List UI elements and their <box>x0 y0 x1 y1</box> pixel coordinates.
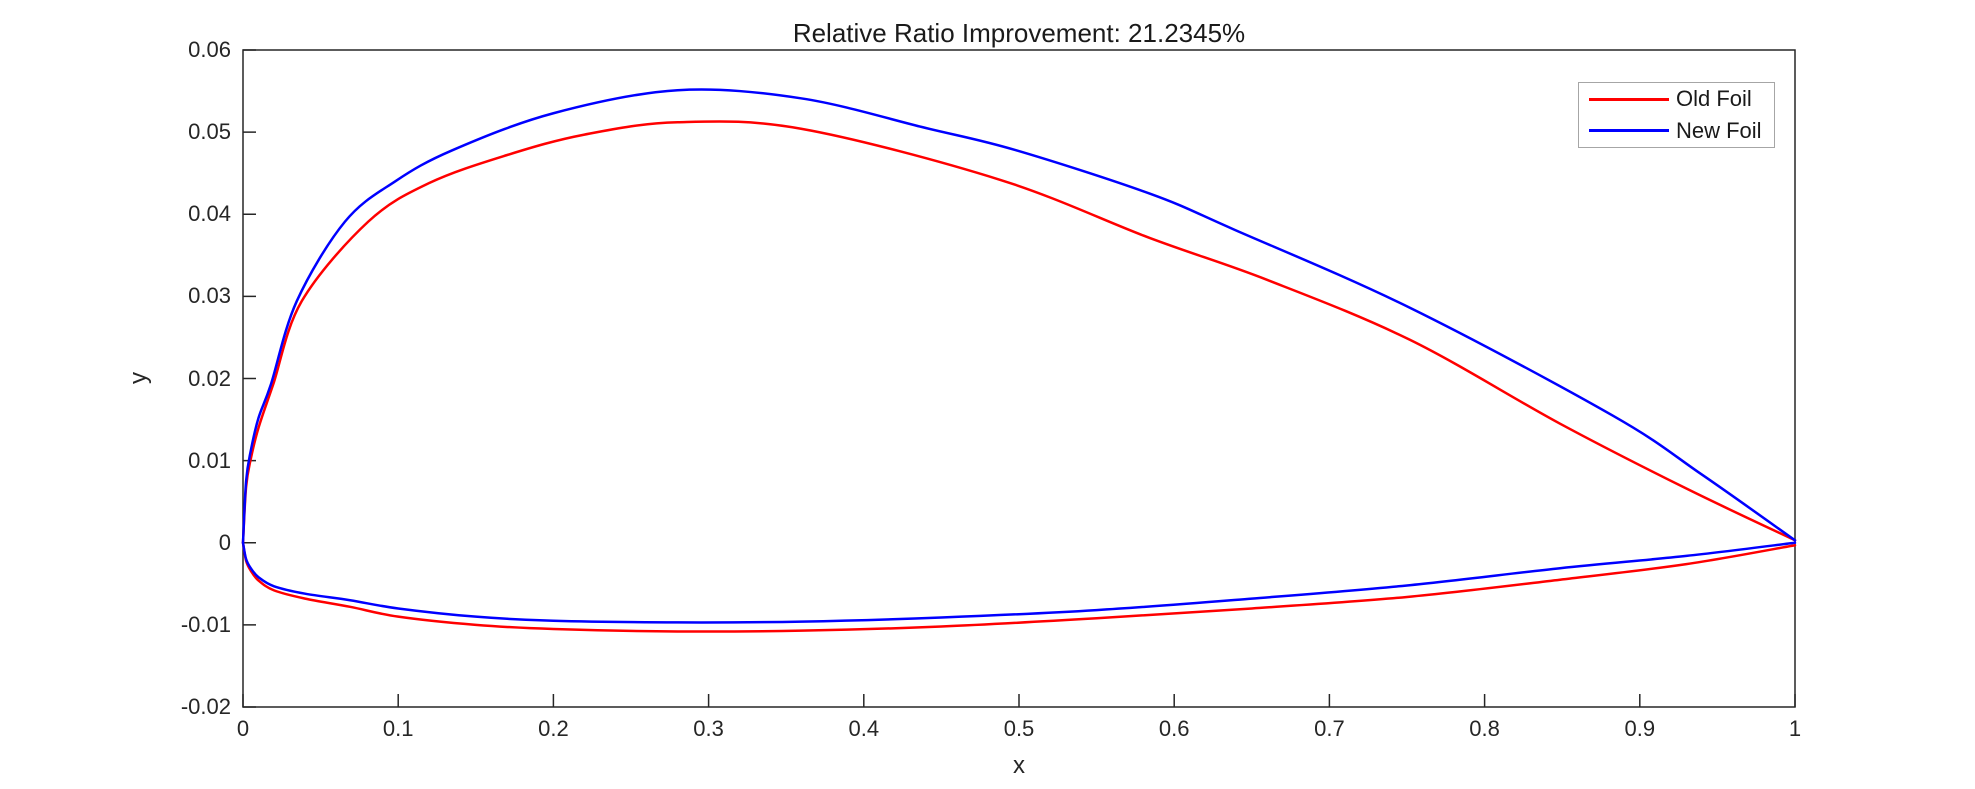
y-tick-label: -0.02 <box>180 694 231 719</box>
x-tick-label: 0.5 <box>1003 716 1035 741</box>
curve-new-foil-lower <box>241 541 1797 624</box>
legend-entry-old-foil: Old Foil <box>1579 84 1774 114</box>
y-tick-label: -0.01 <box>180 611 231 637</box>
x-tick-label: 0.4 <box>848 716 880 741</box>
legend-box: Old Foil New Foil <box>1578 82 1775 148</box>
y-tick-label: 0.02 <box>188 365 231 391</box>
x-tick-label: 0.3 <box>693 716 724 741</box>
x-tick-label: 0.1 <box>382 716 414 741</box>
legend-label: Old Foil <box>1676 86 1752 112</box>
y-axis-label: y <box>125 372 152 384</box>
y-tick-label: 0.01 <box>188 447 231 473</box>
x-tick-label: 0.6 <box>1158 716 1190 741</box>
curve-old-foil-upper <box>241 120 1797 544</box>
x-tick-label: 1 <box>1788 716 1802 741</box>
legend-entry-new-foil: New Foil <box>1579 116 1774 146</box>
y-tick-label: 0.04 <box>188 201 231 227</box>
x-tick-label: 0.2 <box>538 716 569 741</box>
y-tick-label: 0 <box>218 529 231 555</box>
curve-new-foil-upper <box>241 88 1797 544</box>
legend-line-sample-blue <box>1589 129 1669 133</box>
x-tick-label: 0.7 <box>1314 716 1345 741</box>
x-tick-label: 0 <box>236 716 250 741</box>
y-tick-label: 0.06 <box>188 37 231 62</box>
x-tick-label: 0.9 <box>1624 716 1656 741</box>
x-tick-label: 0.8 <box>1469 716 1500 741</box>
curve-old-foil-lower <box>241 541 1797 633</box>
chart-title: Relative Ratio Improvement: 21.2345% <box>792 18 1246 48</box>
x-axis-label: x <box>1013 752 1025 779</box>
y-tick-label: 0.03 <box>188 283 231 309</box>
y-tick-label: 0.05 <box>188 119 231 145</box>
legend-line-sample-red <box>1589 97 1669 101</box>
axes-box <box>242 49 1796 708</box>
legend-label: New Foil <box>1676 117 1762 143</box>
